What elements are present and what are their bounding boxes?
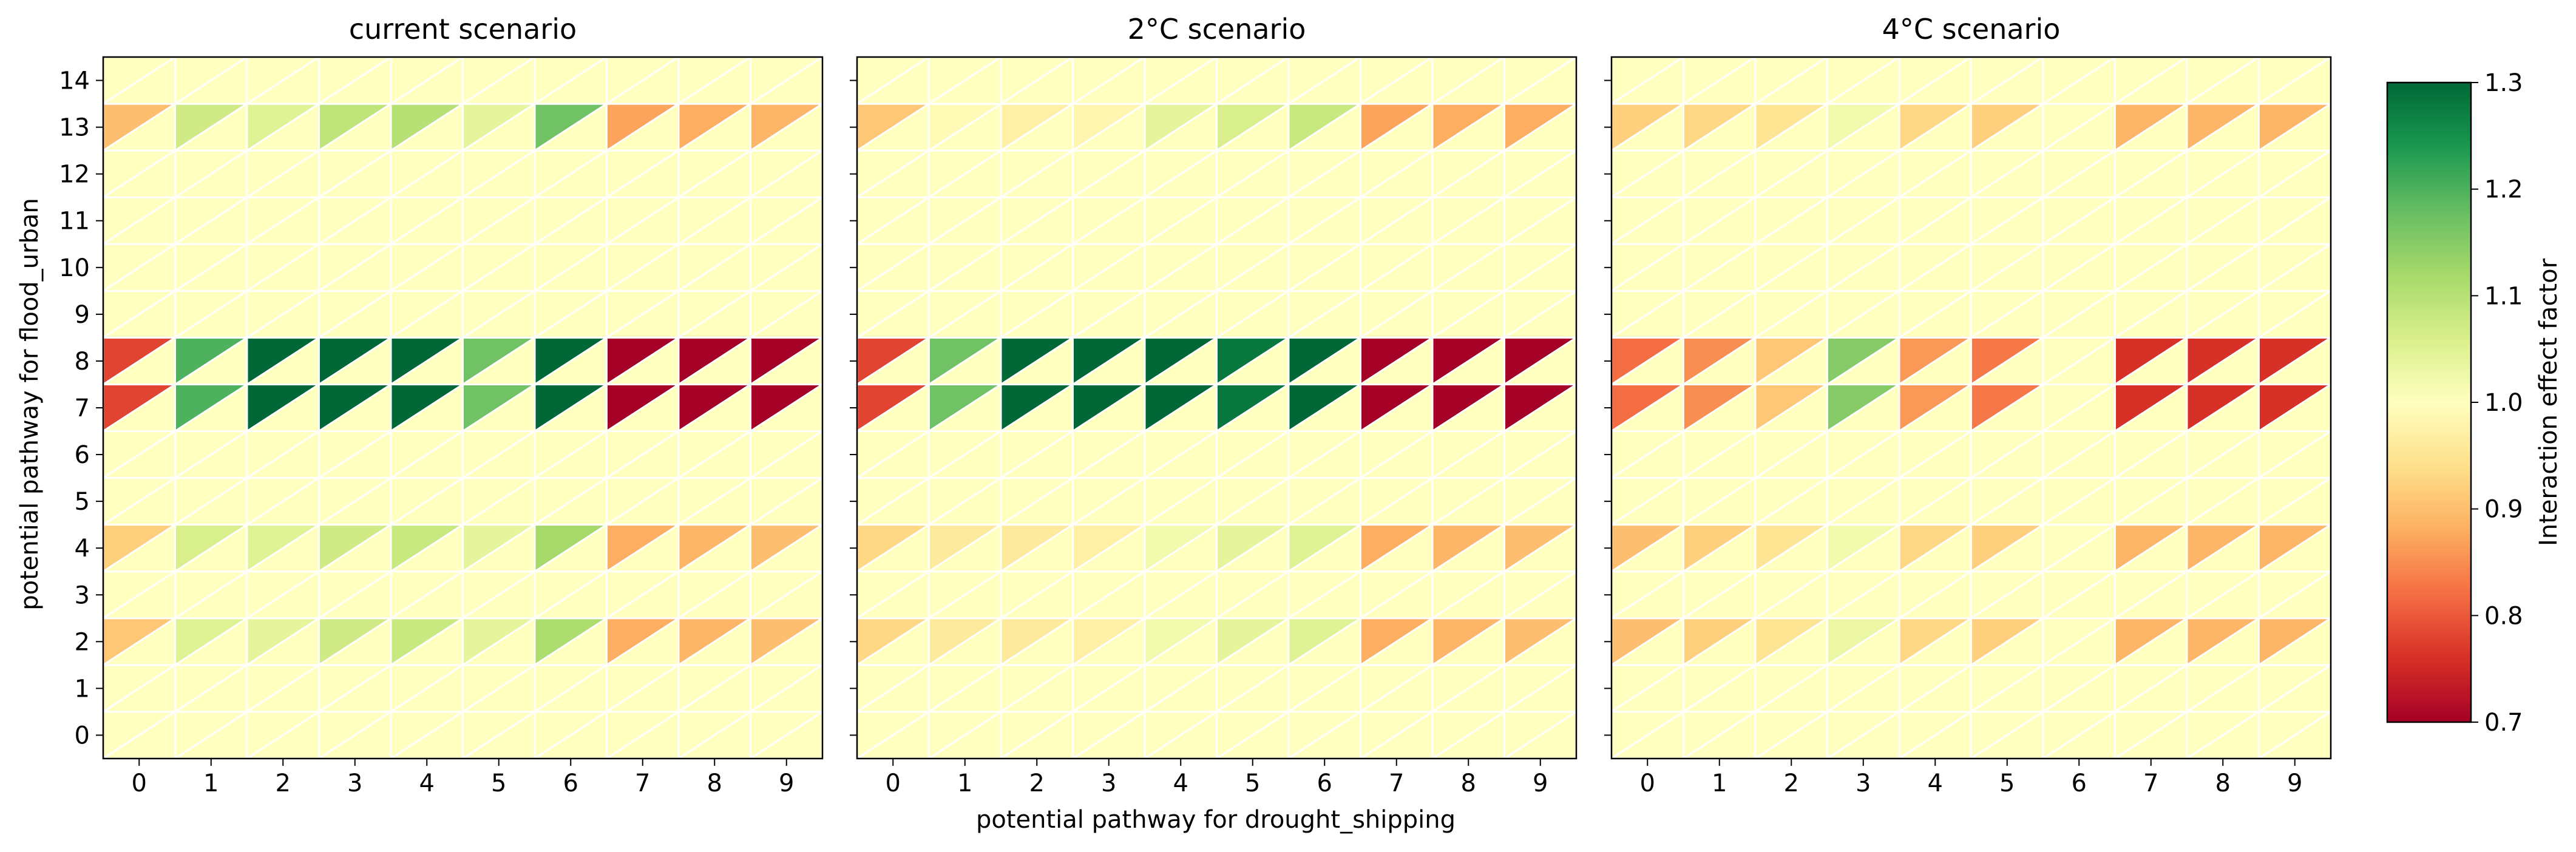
x-tick-label: 5 bbox=[1999, 769, 2015, 797]
x-tick-label: 3 bbox=[1101, 769, 1116, 797]
x-tick-label: 0 bbox=[132, 769, 147, 797]
colorbar-tick-label: 0.9 bbox=[2484, 496, 2523, 524]
x-tick-label: 3 bbox=[1856, 769, 1871, 797]
x-tick-label: 7 bbox=[635, 769, 650, 797]
y-tick-label: 12 bbox=[59, 161, 90, 189]
x-tick-label: 2 bbox=[1784, 769, 1799, 797]
x-tick-label: 6 bbox=[1317, 769, 1332, 797]
panel-1: 2°C scenario 0 1 2 3 4 5 6 7 8 9 bbox=[850, 13, 1580, 797]
x-tick-label: 7 bbox=[2143, 769, 2158, 797]
x-tick-label: 4 bbox=[1173, 769, 1188, 797]
colorbar-tick-label: 0.8 bbox=[2484, 602, 2523, 630]
panel-title: 2°C scenario bbox=[1128, 13, 1306, 46]
x-tick-label: 6 bbox=[563, 769, 578, 797]
y-tick-label: 11 bbox=[59, 208, 90, 235]
y-tick-label: 1 bbox=[75, 675, 90, 703]
x-tick-label: 1 bbox=[957, 769, 972, 797]
y-axis-label: potential pathway for flood_urban bbox=[16, 198, 44, 610]
x-tick-label: 3 bbox=[347, 769, 362, 797]
colorbar-tick-label: 1.1 bbox=[2484, 282, 2523, 310]
y-tick-label: 2 bbox=[75, 628, 90, 656]
panel-title: current scenario bbox=[349, 13, 577, 46]
y-tick-label: 3 bbox=[75, 581, 90, 609]
colorbar: 0.7 0.8 0.9 1.0 1.1 1.2 1.3 Interaction effect … bbox=[2386, 69, 2563, 737]
colorbar-tick-label: 1.2 bbox=[2484, 176, 2523, 204]
x-tick-label: 2 bbox=[1029, 769, 1045, 797]
y-tick-label: 9 bbox=[75, 301, 90, 329]
x-tick-label: 0 bbox=[1640, 769, 1655, 797]
x-tick-label: 5 bbox=[1245, 769, 1260, 797]
x-tick-label: 4 bbox=[419, 769, 435, 797]
colorbar-tick-label: 0.7 bbox=[2484, 709, 2523, 737]
x-tick-label: 7 bbox=[1389, 769, 1404, 797]
y-tick-label: 7 bbox=[75, 394, 90, 422]
colorbar-gradient bbox=[2386, 81, 2472, 723]
x-tick-label: 9 bbox=[779, 769, 794, 797]
y-tick-label: 4 bbox=[75, 535, 90, 563]
x-tick-label: 5 bbox=[491, 769, 506, 797]
x-tick-label: 1 bbox=[1712, 769, 1727, 797]
y-tick-label: 5 bbox=[75, 488, 90, 516]
x-tick-label: 6 bbox=[2072, 769, 2087, 797]
y-tick-label: 14 bbox=[59, 67, 90, 95]
x-tick-label: 0 bbox=[886, 769, 901, 797]
x-tick-label: 8 bbox=[1461, 769, 1476, 797]
x-tick-label: 4 bbox=[1928, 769, 1943, 797]
y-tick-label: 8 bbox=[75, 348, 90, 376]
colorbar-tick-label: 1.3 bbox=[2484, 69, 2523, 97]
y-tick-label: 13 bbox=[59, 114, 90, 142]
x-tick-label: 9 bbox=[2287, 769, 2302, 797]
x-tick-label: 8 bbox=[2215, 769, 2231, 797]
x-axis-label: potential pathway for drought_shipping bbox=[976, 806, 1456, 834]
x-tick-label: 2 bbox=[276, 769, 291, 797]
y-tick-label: 6 bbox=[75, 441, 90, 469]
panel-2: 4°C scenario 0 1 2 3 4 5 6 7 8 9 bbox=[1604, 13, 2334, 797]
x-tick-label: 1 bbox=[203, 769, 219, 797]
y-tick-label: 10 bbox=[59, 254, 90, 282]
x-tick-label: 8 bbox=[707, 769, 722, 797]
colorbar-label: Interaction effect factor bbox=[2535, 258, 2563, 546]
x-tick-label: 9 bbox=[1533, 769, 1548, 797]
y-tick-label: 0 bbox=[75, 722, 90, 749]
colorbar-tick-label: 1.0 bbox=[2484, 389, 2523, 417]
panel-title: 4°C scenario bbox=[1882, 13, 2061, 46]
